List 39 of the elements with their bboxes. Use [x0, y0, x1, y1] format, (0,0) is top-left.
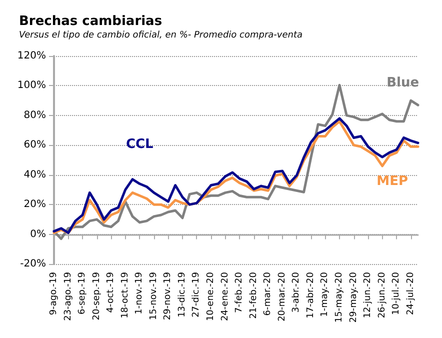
x-tick-label: 10-jul.-20: [392, 272, 402, 315]
text: CCL: [126, 136, 154, 152]
chart-subtitle: Versus el tipo de cambio oficial, en %- Promedio compra-venta: [19, 30, 303, 40]
y-tick-label: 120%: [17, 50, 46, 62]
y-tick-label: 0%: [30, 228, 46, 240]
x-tick-label: 21-feb.-20: [248, 272, 259, 319]
x-tick-label: 23-ago.-19: [63, 272, 74, 321]
x-tick-label: 29-may.-20: [348, 272, 359, 323]
x-tick-label: 18-oct.-19: [120, 272, 130, 318]
x-tick-label: 1-nov.-19: [134, 272, 145, 314]
x-tick-label: 15-nov.-19: [148, 272, 159, 320]
x-tick-label: 4-oct.-19: [106, 272, 116, 313]
x-tick-label: 24-ene.-20: [220, 272, 230, 322]
x-tick-label: 29-nov.-19: [163, 272, 174, 320]
y-tick-label: 40%: [24, 169, 46, 180]
x-tick-label: 6-mar.-20: [263, 272, 274, 316]
x-tick-label: 12-jun.-20: [363, 272, 374, 318]
y-tick-label: 60%: [24, 140, 46, 151]
y-tick-label: 80%: [24, 110, 46, 121]
x-tick-label: 20-sep.-19: [92, 272, 102, 320]
x-tick-label: 3-abr.-20: [292, 272, 302, 313]
x-tick-label: 9-ago.-19: [49, 272, 59, 316]
y-tick-label: 20%: [24, 199, 46, 210]
series-label: Blue: [386, 76, 420, 91]
x-tick-label: 24-jul.-20: [406, 272, 416, 315]
x-tick-label: 17-abr.-20: [306, 272, 316, 318]
x-tick-label: 27-dic.-19: [192, 272, 202, 318]
x-tick-label: 20-mar.-20: [277, 272, 288, 322]
series-label: MEP: [376, 174, 408, 189]
x-tick-label: 7-feb.-20: [234, 272, 245, 313]
x-tick-label: 15-may.-20: [334, 272, 344, 323]
y-tick-label: -20%: [20, 258, 46, 270]
chart-title: Brechas cambiarias: [19, 14, 162, 29]
x-tick-label: 10-ene.-20: [206, 272, 216, 322]
x-tick-label: 26-jun.-20: [377, 272, 388, 318]
x-tick-label: 13-dic.-19: [177, 272, 188, 318]
x-tick-label: 1-may.-20: [320, 272, 330, 317]
x-tick-label: 6-sep.-19: [78, 272, 88, 314]
y-tick-label: 100%: [17, 80, 46, 92]
